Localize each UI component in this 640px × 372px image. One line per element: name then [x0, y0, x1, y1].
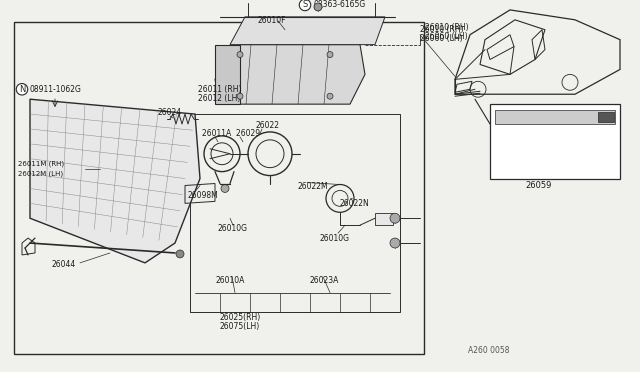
Bar	[495, 110, 615, 124]
Text: 26022: 26022	[255, 122, 279, 131]
Text: 26044: 26044	[52, 260, 76, 269]
Polygon shape	[215, 45, 365, 104]
Bar	[14, 22, 424, 354]
Text: A260 0058: A260 0058	[468, 346, 509, 355]
Bar	[598, 112, 614, 122]
Text: ATTENTION: ATTENTION	[505, 115, 541, 119]
Polygon shape	[30, 99, 200, 263]
Text: 26060 (LH): 26060 (LH)	[425, 32, 468, 41]
Text: 26011 (RH): 26011 (RH)	[198, 85, 241, 94]
Circle shape	[237, 52, 243, 58]
Text: 26098M: 26098M	[188, 191, 219, 200]
Text: 08911-1062G: 08911-1062G	[30, 85, 82, 94]
Text: N: N	[19, 85, 25, 94]
Text: 26023A: 26023A	[310, 276, 339, 285]
Text: 08363-6165G: 08363-6165G	[313, 0, 365, 9]
Circle shape	[327, 93, 333, 99]
Text: 26011M (RH): 26011M (RH)	[18, 160, 64, 167]
Polygon shape	[230, 17, 385, 45]
Text: 26022M: 26022M	[297, 182, 328, 191]
Bar	[490, 104, 620, 179]
Circle shape	[47, 106, 53, 112]
Text: 26059: 26059	[525, 181, 552, 190]
Circle shape	[390, 213, 400, 223]
Circle shape	[221, 185, 229, 192]
Text: 26010 (RH): 26010 (RH)	[425, 23, 468, 32]
Text: 26011A  26029: 26011A 26029	[202, 129, 260, 138]
Text: 26022N: 26022N	[340, 199, 370, 208]
Circle shape	[177, 119, 183, 125]
Circle shape	[152, 230, 158, 236]
Circle shape	[176, 250, 184, 258]
Text: 26012M (LH): 26012M (LH)	[18, 170, 63, 177]
Text: 26010 (RH): 26010 (RH)	[420, 25, 463, 34]
Text: 26060 (LH): 26060 (LH)	[420, 34, 463, 43]
Circle shape	[327, 52, 333, 58]
Circle shape	[390, 238, 400, 248]
Text: 26010F: 26010F	[258, 16, 287, 25]
Text: 26075(LH): 26075(LH)	[220, 322, 260, 331]
Text: 26024: 26024	[158, 108, 182, 116]
Polygon shape	[215, 45, 240, 104]
Text: 26012 (LH): 26012 (LH)	[198, 94, 241, 103]
Text: 26010A: 26010A	[215, 276, 244, 285]
Circle shape	[314, 3, 322, 11]
Bar	[190, 114, 400, 312]
Text: 26010G: 26010G	[320, 234, 350, 243]
Text: S: S	[302, 0, 308, 9]
Bar	[375, 213, 393, 225]
Text: 26010G: 26010G	[218, 224, 248, 232]
Circle shape	[237, 93, 243, 99]
Text: 26025(RH): 26025(RH)	[220, 313, 261, 322]
